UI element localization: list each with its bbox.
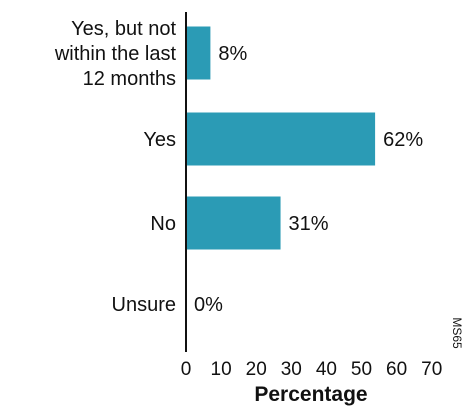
x-tick-3: 30 bbox=[281, 359, 302, 380]
value-label-0: 8% bbox=[218, 43, 247, 65]
x-tick-5: 50 bbox=[351, 359, 372, 380]
bar-2 bbox=[186, 196, 281, 250]
bar-1 bbox=[186, 112, 376, 166]
category-label-1-line-0: Yes bbox=[143, 129, 176, 151]
category-label-0-line-1: within the last bbox=[54, 43, 177, 65]
x-tick-7: 70 bbox=[421, 359, 442, 380]
x-tick-4: 40 bbox=[316, 359, 337, 380]
value-label-1: 62% bbox=[383, 129, 423, 151]
x-tick-0: 0 bbox=[181, 359, 192, 380]
x-tick-labels: 0 10 20 30 40 50 60 70 bbox=[181, 359, 443, 380]
bar-0 bbox=[186, 26, 211, 80]
x-axis-label: Percentage bbox=[254, 383, 367, 406]
figure-code: MS65 bbox=[450, 317, 464, 349]
value-labels: 8% 62% 31% 0% bbox=[194, 43, 423, 316]
value-label-2: 31% bbox=[289, 213, 329, 235]
x-tick-6: 60 bbox=[386, 359, 407, 380]
category-label-3-line-0: Unsure bbox=[112, 294, 176, 316]
x-tick-1: 10 bbox=[211, 359, 232, 380]
bars-group bbox=[186, 26, 376, 250]
value-label-3: 0% bbox=[194, 294, 223, 316]
category-label-0-line-0: Yes, but not bbox=[71, 18, 176, 40]
x-tick-2: 20 bbox=[246, 359, 267, 380]
category-labels: Yes, but not within the last 12 months Yes N… bbox=[54, 18, 177, 316]
category-label-2-line-0: No bbox=[150, 213, 176, 235]
category-label-0-line-2: 12 months bbox=[83, 68, 176, 90]
